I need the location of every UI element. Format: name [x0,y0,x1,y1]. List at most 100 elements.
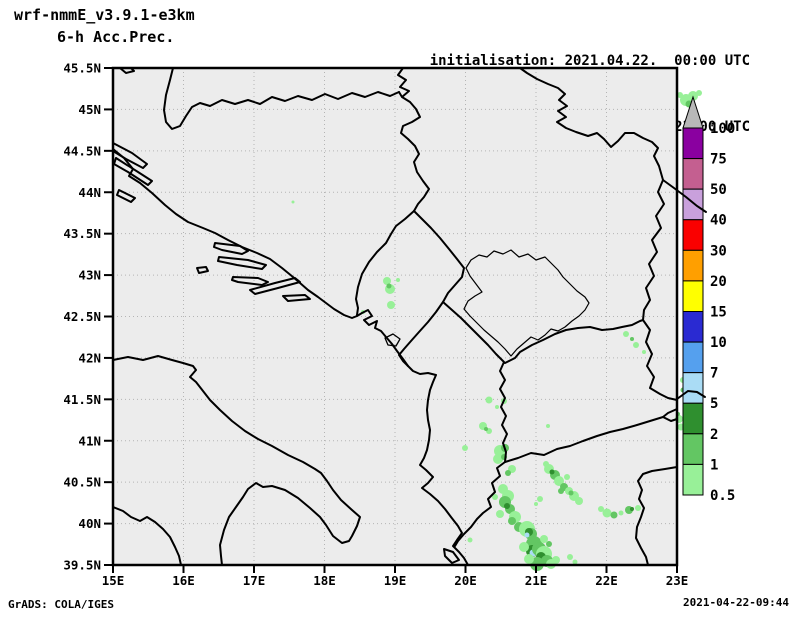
lat-label: 44.5N [63,143,101,158]
colorbar-segment [682,433,704,465]
precip-blob [677,92,683,98]
colorbar-level-label: 0.5 [710,488,735,504]
lon-label: 15E [102,573,125,588]
lon-label: 23E [666,573,689,588]
precip-blob [575,497,583,505]
precip-blob [558,488,564,494]
precip-blob [462,445,468,451]
colorbar-segment [682,219,704,251]
precip-blob [543,461,549,467]
model-title: wrf-nmmE_v3.9.1-e3km [14,6,195,24]
lat-label: 45N [78,102,101,117]
border-kosovo [463,249,590,357]
peninsula-peljesac [249,277,301,295]
precip-blob [633,342,639,348]
island-vis [196,266,209,274]
precip-blob [505,470,511,476]
precip-blob [598,506,604,512]
lat-label: 44N [78,185,101,200]
colorbar-segment [682,341,704,374]
border-albania-east [442,301,508,463]
island-corfu [443,548,460,564]
precip-blob [564,474,570,480]
grads-stamp: GrADS: COLA/IGES [8,598,114,611]
axis-layer: 45.5N 45N 44.5N 44N 43.5N 43N 42.5N 42N 41.5N 41N… [63,61,688,589]
precip-blob [396,278,400,282]
border-fragment-danube-east [662,179,707,213]
precip-blob [546,424,550,428]
lat-label: 41N [78,433,101,448]
precip-blob [493,454,503,464]
precip-blob [492,494,498,500]
precip-blob [534,502,538,506]
lat-label: 41.5N [63,392,101,407]
precip-blob [630,507,634,511]
colorbar-level-label: 7 [710,366,718,382]
colorbar-level-label: 40 [710,213,727,229]
colorbar-segment [682,372,704,404]
border-montenegro-serbia-albania [398,210,465,367]
coastline-italy-tyrrhenian [112,506,182,566]
precip-blob [524,532,530,538]
colorbar-segment [682,310,704,343]
colorbar-level-label: 1 [710,457,718,473]
border-fragment-bulgaria-macedonia [676,389,706,400]
lon-label: 21E [525,573,548,588]
colorbar-segment [682,463,704,496]
colorbar-segment [682,249,704,282]
lat-label: 42.5N [63,309,101,324]
lon-label: 20E [454,573,477,588]
colorbar-level-label: 20 [710,274,727,290]
colorbar-level-label: 5 [710,396,718,412]
product-title: 6-h Acc.Prec. [57,28,175,46]
colorbar-level-label: 10 [710,335,727,351]
border-bosnia-montenegro [355,210,415,316]
colorbar-level-label: 15 [710,304,727,320]
precip-blob [568,490,574,496]
border-greece-macedonia [504,416,664,463]
coastline-italy-adriatic [112,355,361,566]
precip-blob [508,517,516,525]
precip-blob [552,556,560,564]
colorbar-level-label: 2 [710,427,718,443]
precip-blob [504,503,510,509]
lon-label: 19E [384,573,407,588]
lon-label: 18E [313,573,336,588]
island-brac [213,242,249,255]
lon-label: 16E [172,573,195,588]
colorbar-level-label: 75 [710,152,727,168]
precip-blob [485,396,493,404]
border-bulgaria-west [642,179,678,422]
precip-blob [387,301,395,309]
precip-blob [291,200,295,204]
coastline-istria [119,67,135,74]
initialisation-time: initialisation: 2021.04.22. 00:00 UTC [429,53,750,69]
lat-label: 43N [78,268,101,283]
precip-blob [567,554,573,560]
lon-label: 22E [595,573,618,588]
colorbar-segment [682,402,704,435]
colorbar-segment [682,127,704,160]
precip-blob [623,331,629,337]
precip-blob [496,510,504,518]
precip-blob [696,90,702,96]
precip-blob [519,542,529,552]
precip-blob [467,537,473,543]
grid-lines [113,68,677,565]
lat-label: 45.5N [63,61,101,76]
precip-blob [630,337,634,341]
precip-blob [383,277,391,285]
colorbar-level-label: 50 [710,182,727,198]
lake-skadar [384,333,401,347]
border-serbia-macedonia [504,319,644,364]
precip-blob [635,505,641,511]
precip-blob [546,541,552,547]
colorbar-segment [682,188,704,221]
colorbar-segment [682,158,704,190]
border-danube [519,67,664,181]
border-croatia-bosnia [163,67,400,130]
precip-blob [495,405,499,409]
precipitation-layer [291,90,702,571]
